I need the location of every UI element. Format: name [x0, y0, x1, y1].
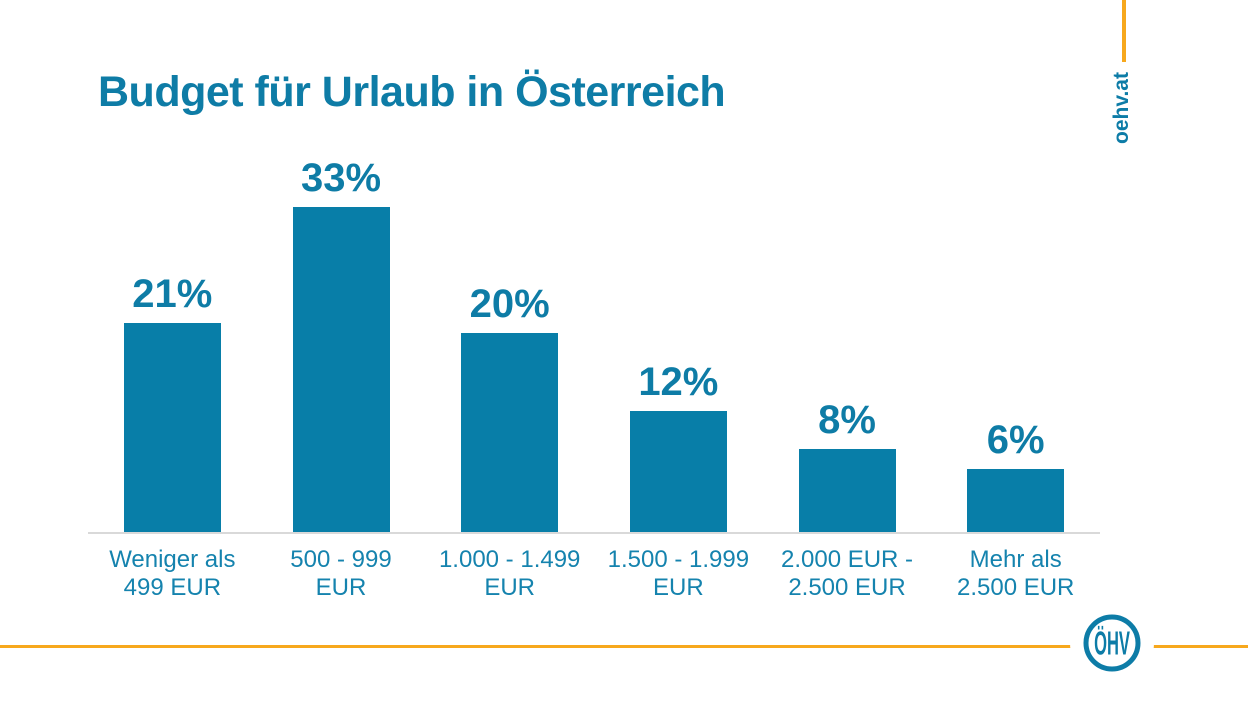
- bar-value-label: 12%: [638, 359, 719, 404]
- bar-column: 12%: [594, 150, 763, 532]
- bar: [292, 206, 390, 532]
- category-label: Weniger als 499 EUR: [109, 546, 236, 601]
- oehv-url-label: oehv.at: [1110, 72, 1133, 144]
- bar-value-label: 20%: [469, 282, 550, 326]
- oehv-logo-text: ÖHV: [1094, 624, 1130, 662]
- page-title: Budget für Urlaub in Österreich: [98, 68, 726, 116]
- category-label: Mehr als 2.500 EUR: [956, 546, 1075, 601]
- top-accent-line: [1122, 0, 1126, 62]
- oehv-logo-icon: ÖHV: [1083, 614, 1141, 672]
- bar: [798, 449, 896, 532]
- category-label: 1.000 - 1.499 EUR: [438, 546, 581, 601]
- bar-column: 8%: [763, 150, 932, 532]
- bar-value-label: 8%: [818, 398, 876, 443]
- category-label: 500 - 999 EUR: [290, 546, 392, 601]
- category-label: 2.000 EUR -2.500 EUR: [780, 546, 914, 601]
- bar-column: 20%: [425, 150, 594, 532]
- bar-column: 6%: [931, 150, 1100, 532]
- x-axis-line: [88, 532, 1100, 534]
- bar-chart: 21% 33% 20% 12% 8% 6%: [88, 150, 1100, 532]
- bar-column: 33%: [257, 150, 426, 532]
- bar: [629, 410, 727, 532]
- bar-value-label: 6%: [986, 417, 1045, 462]
- bottom-accent-line: [0, 645, 1248, 648]
- bar: [123, 323, 221, 532]
- category-axis: Weniger als 499 EUR 500 - 999 EUR 1.000 - 1.…: [88, 546, 1100, 602]
- bar: [967, 468, 1065, 532]
- bar-column: 21%: [88, 150, 257, 532]
- bar-value-label: 33%: [300, 155, 382, 200]
- oehv-logo: ÖHV: [1070, 601, 1154, 685]
- category-label: 1.500 - 1.999 EUR: [607, 546, 750, 601]
- bar-value-label: 21%: [132, 272, 213, 317]
- bar: [461, 333, 559, 532]
